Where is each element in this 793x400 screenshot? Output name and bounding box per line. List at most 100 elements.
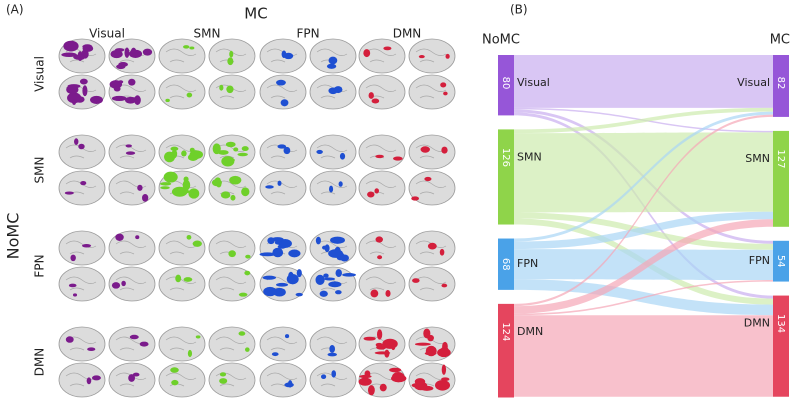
brain-region [227,57,234,66]
brain-cell [259,230,357,302]
brain [259,74,307,110]
brain-region [113,86,121,92]
brain-region [241,187,250,197]
brain-region [283,146,291,155]
flow [514,132,773,213]
brain-region [118,62,128,67]
brain-region [139,341,149,347]
brain [58,170,106,206]
brain [58,134,106,170]
brain-region [183,277,193,282]
brain-region [441,146,448,154]
brain [309,38,357,74]
brain-region [171,379,179,386]
brain [259,326,307,362]
brain-region [295,292,303,297]
brain-region [170,146,179,151]
brain-fold [65,276,97,291]
brain-region [423,328,431,339]
brain-cell [259,134,357,206]
brain-region [82,85,88,97]
brain-fold [115,144,147,159]
panel-title: MC [244,5,267,23]
brain-region [229,175,242,185]
brain-region [414,342,431,346]
brain [108,170,156,206]
node-value: 82 [775,77,786,90]
node [498,55,514,116]
brain-cell [358,230,456,302]
node [773,295,789,397]
brain-region [63,40,79,52]
brain-region [228,250,236,258]
brain-region [323,273,329,278]
panel-label: (A) [6,3,24,17]
brain-region [128,374,136,382]
node [773,130,789,227]
brain-region [379,383,387,392]
brain-region [371,98,380,104]
brain-region [342,273,357,277]
brain-region [124,47,130,58]
brain-fold [165,84,197,99]
brain [309,230,357,266]
brain-region [128,49,143,58]
node-label: FPN [517,257,538,270]
brain-region [384,349,390,358]
brain [408,266,456,302]
brain-region [163,171,178,183]
brain-region [225,141,236,148]
row-label: DMN [33,348,47,377]
brain-region [424,351,437,356]
brain-region [219,378,228,384]
brain [408,134,456,170]
brain-region [111,95,127,102]
brain-region [65,336,74,343]
brain-region [439,248,445,256]
brain-region [277,180,282,186]
column-label: SMN [194,27,221,41]
brain-region [64,191,74,195]
brain-region [225,158,235,162]
node-value: 54 [775,255,786,268]
brain-region [244,270,251,276]
brain-region [262,275,277,280]
brain-region [363,49,371,58]
brain-region [90,95,103,104]
brain [358,38,406,74]
brain-region [241,146,249,152]
brain-region [288,271,294,282]
brain-region [188,188,200,199]
brain-region [182,179,191,191]
node-value: 126 [500,148,511,167]
node-value: 134 [775,314,786,333]
brain-region [271,237,284,242]
brain-region [434,379,451,391]
brain [58,326,106,362]
brain-region [238,331,246,336]
node-label: SMN [745,152,770,165]
brain-region [389,367,402,373]
brain-region [70,254,76,262]
brain-region [322,245,327,250]
brain-cell [158,326,256,398]
brain [358,266,406,302]
node-label: FPN [749,254,770,267]
brain-region [331,370,337,378]
brain-fold [65,372,97,387]
brain-region [245,254,251,259]
brain-region [82,45,94,52]
brain-region [377,255,383,260]
brain-region [175,274,182,283]
brain [408,170,456,206]
row-label: SMN [33,157,47,184]
brain-region [329,344,335,353]
brain-region [277,244,287,249]
brain-cell [158,134,256,206]
brain-region [265,185,274,189]
brain-region [375,236,383,243]
brain [58,230,106,266]
brain-region [129,334,139,340]
brain-region [424,176,432,182]
brain [108,266,156,302]
